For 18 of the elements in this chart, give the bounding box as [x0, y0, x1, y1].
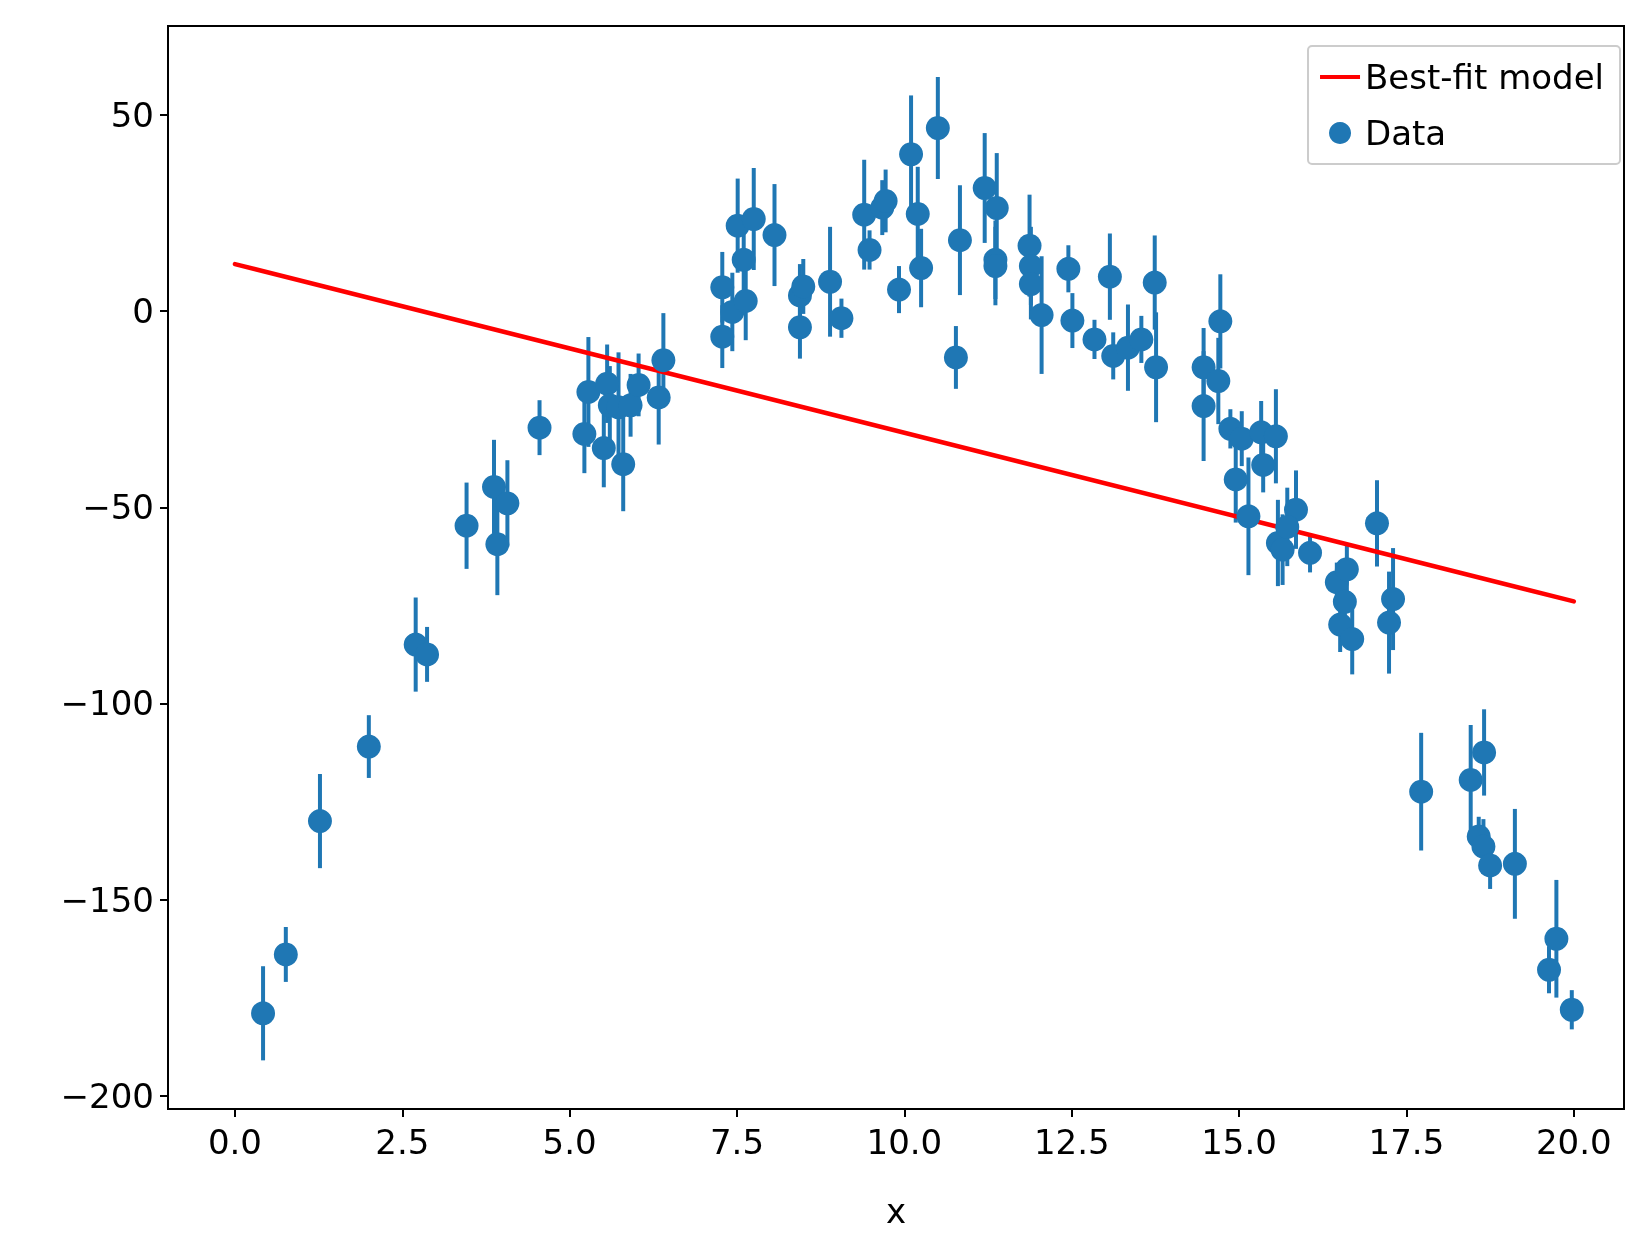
x-tick-label: 15.0 [1201, 1122, 1277, 1162]
x-tick-label: 2.5 [375, 1122, 430, 1162]
x-tick-label: 7.5 [709, 1122, 765, 1162]
x-axis-title: x [885, 1191, 907, 1231]
x-tick-label: 0.0 [207, 1122, 262, 1162]
y-tick-label: −200 [60, 1075, 154, 1116]
y-tick-label: 50 [110, 95, 154, 136]
y-tick-label: −150 [60, 879, 154, 920]
x-tick-label: 12.5 [1033, 1122, 1110, 1162]
y-tick-label: −50 [82, 487, 154, 528]
legend-label: Data [1365, 113, 1447, 153]
x-tick-label: 17.5 [1368, 1122, 1445, 1162]
x-tick-label: 20.0 [1535, 1122, 1612, 1162]
legend-label: Best-fit model [1365, 57, 1604, 97]
y-tick-label: 0 [132, 291, 154, 332]
y-tick-label: −100 [60, 683, 154, 724]
x-tick-label: 10.0 [866, 1122, 943, 1162]
x-tick-label: 5.0 [542, 1122, 597, 1162]
